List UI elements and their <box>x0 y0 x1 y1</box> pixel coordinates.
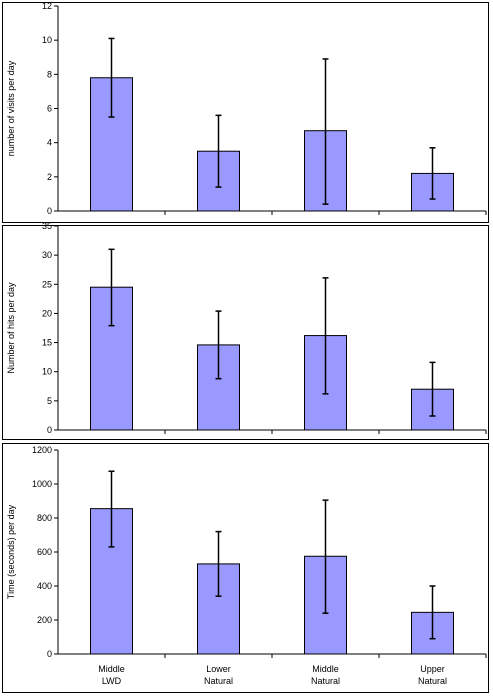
x-category-label: Lower <box>206 664 231 674</box>
y-tick-label: 200 <box>37 615 52 625</box>
x-category-label: Middle <box>98 664 125 674</box>
x-category-label: LWD <box>102 676 122 686</box>
y-axis-label: Time (seconds) per day <box>6 504 16 599</box>
y-tick-label: 10 <box>42 35 52 45</box>
chart-panel-2: 0 5 10 15 20 25 30 35 Number of hits per day <box>2 221 489 440</box>
y-tick-label: 20 <box>42 308 52 318</box>
y-tick-label: 4 <box>47 138 52 148</box>
y-axis-label: number of visits per day <box>6 60 16 156</box>
y-tick-label: 8 <box>47 69 52 79</box>
y-axis-label: Number of hits per day <box>6 282 16 374</box>
x-category-label: Upper <box>420 664 445 674</box>
panel-border <box>2 2 489 223</box>
y-tick-label: 0 <box>47 206 52 216</box>
y-tick-label: 5 <box>47 396 52 406</box>
y-tick-label: 0 <box>47 649 52 659</box>
y-tick-label: 15 <box>42 338 52 348</box>
x-category-label: Natural <box>204 676 233 686</box>
y-tick-label: 6 <box>47 104 52 114</box>
y-tick-label: 600 <box>37 547 52 557</box>
x-category-label: Middle <box>312 664 339 674</box>
y-tick-label: 400 <box>37 581 52 591</box>
y-tick-label: 0 <box>47 425 52 435</box>
chart-panel-1: 0 2 4 6 8 10 12 number of visits per day <box>2 1 489 223</box>
y-tick-label: 800 <box>37 513 52 523</box>
x-category-label: Natural <box>418 676 447 686</box>
y-tick-label: 12 <box>42 1 52 11</box>
chart-panel-3: 0 200 400 600 800 1000 1200 Time (seconds) per … <box>2 443 489 693</box>
y-tick-label: 25 <box>42 279 52 289</box>
x-category-label: Natural <box>311 676 340 686</box>
panel-border <box>2 443 489 693</box>
y-tick-label: 1200 <box>32 445 52 455</box>
y-tick-label: 10 <box>42 367 52 377</box>
y-tick-label: 2 <box>47 172 52 182</box>
y-tick-label: 30 <box>42 250 52 260</box>
panel-border <box>2 225 489 440</box>
y-tick-label: 1000 <box>32 479 52 489</box>
y-tick-label: 35 <box>42 221 52 231</box>
